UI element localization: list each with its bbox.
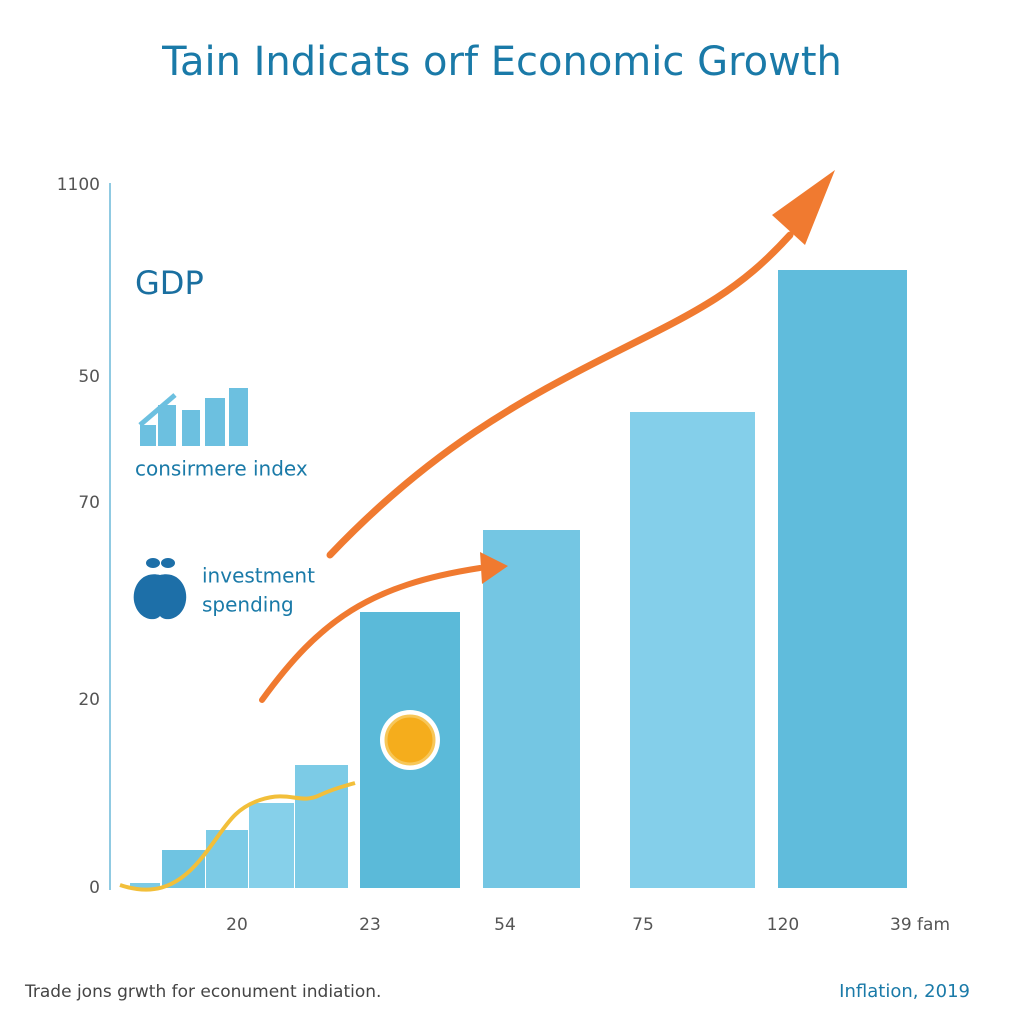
bar xyxy=(483,530,580,888)
investment-label: investment xyxy=(202,564,315,588)
y-label: 70 xyxy=(78,493,100,513)
title: Tain Indicats orf Economic Growth xyxy=(161,39,842,85)
bar xyxy=(249,803,294,888)
bar xyxy=(778,270,907,888)
footer-right: Inflation, 2019 xyxy=(839,981,970,1002)
trend-line xyxy=(119,781,356,892)
apple-icon xyxy=(133,558,187,620)
x-label: 120 xyxy=(767,915,799,935)
bars xyxy=(130,270,907,888)
bar xyxy=(206,830,248,888)
x-label: 39 fam xyxy=(890,915,950,935)
arrow xyxy=(326,231,794,559)
coin xyxy=(384,714,436,766)
x-label: 54 xyxy=(494,915,516,935)
building-icon xyxy=(138,388,248,446)
x-label: 20 xyxy=(226,915,248,935)
footer-left: Trade jons grwth for econument indiation… xyxy=(24,982,381,1002)
gdp-label: GDP xyxy=(135,264,204,302)
y-label: 50 xyxy=(78,367,100,387)
arrow xyxy=(259,565,483,703)
arrowhead xyxy=(480,552,508,584)
bar xyxy=(630,412,755,888)
y-label: 0 xyxy=(89,878,100,898)
bar xyxy=(295,765,348,888)
bar xyxy=(162,850,205,888)
investment-label: spending xyxy=(202,593,294,617)
arrowhead xyxy=(772,170,835,245)
y-label: 1100 xyxy=(57,175,100,195)
bar xyxy=(130,883,160,888)
y-label: 20 xyxy=(78,690,100,710)
consumer-label: consirmere index xyxy=(135,457,308,481)
x-label: 75 xyxy=(632,915,654,935)
x-label: 23 xyxy=(359,915,381,935)
